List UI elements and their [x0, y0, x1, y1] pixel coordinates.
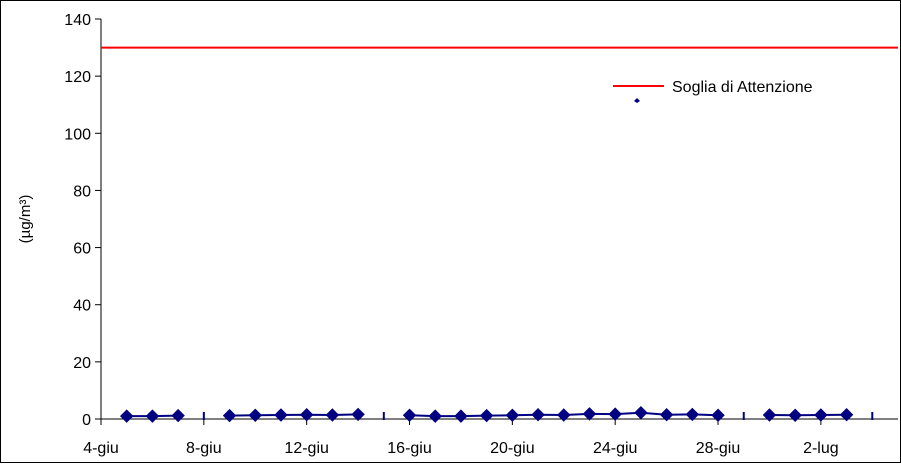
x-tick-label: 28-giu — [696, 440, 740, 457]
data-point — [351, 407, 365, 422]
data-point — [839, 408, 854, 422]
y-tick-label: 100 — [64, 126, 91, 143]
data-point — [299, 408, 314, 422]
data-point — [557, 408, 571, 422]
data-point — [120, 409, 134, 423]
series-layer — [101, 46, 898, 423]
data-point — [222, 408, 237, 423]
data-point — [659, 408, 674, 422]
x-tick-label: 24-giu — [593, 440, 637, 457]
data-point — [402, 408, 417, 422]
data-point — [145, 409, 160, 423]
y-tick-label: 80 — [73, 183, 91, 200]
data-point — [171, 408, 185, 423]
data-point — [454, 409, 468, 423]
x-tick-label: 20-giu — [490, 440, 534, 457]
series-line-data — [769, 413, 847, 417]
data-point — [582, 407, 597, 421]
data-point — [788, 408, 802, 422]
data-point — [248, 408, 262, 422]
data-point — [685, 407, 700, 422]
x-tick-label: 4-giu — [83, 440, 119, 457]
legend-label-soglia: Soglia di Attenzione — [672, 79, 813, 96]
y-tick-label: 140 — [64, 12, 91, 29]
x-tick-label: 16-giu — [387, 440, 431, 457]
data-point — [608, 407, 622, 421]
data-point — [479, 408, 494, 423]
data-point — [505, 408, 520, 422]
data-point — [634, 406, 648, 420]
data-point — [531, 408, 545, 422]
axes: 0 20 40 60 80 100 120 140 4-giu 8-giu 12-giu 16-giu… — [64, 12, 898, 457]
x-tick-label: 2-lug — [803, 440, 839, 457]
data-point — [428, 409, 442, 423]
data-point — [711, 408, 725, 422]
legend-stray-marker — [634, 98, 640, 103]
legend: Soglia di Attenzione — [613, 79, 813, 103]
data-point — [814, 408, 828, 422]
y-tick-label: 40 — [73, 298, 91, 315]
data-point — [762, 408, 777, 422]
y-tick-label: 0 — [82, 412, 91, 429]
data-point — [274, 408, 288, 422]
data-point — [325, 408, 340, 422]
y-tick-label: 20 — [73, 355, 91, 372]
y-axis-title: (µg/m³) — [17, 195, 34, 244]
x-tick-label: 8-giu — [186, 440, 222, 457]
y-tick-label: 60 — [73, 241, 91, 258]
y-tick-label: 120 — [64, 69, 91, 86]
x-tick-label: 12-giu — [284, 440, 328, 457]
